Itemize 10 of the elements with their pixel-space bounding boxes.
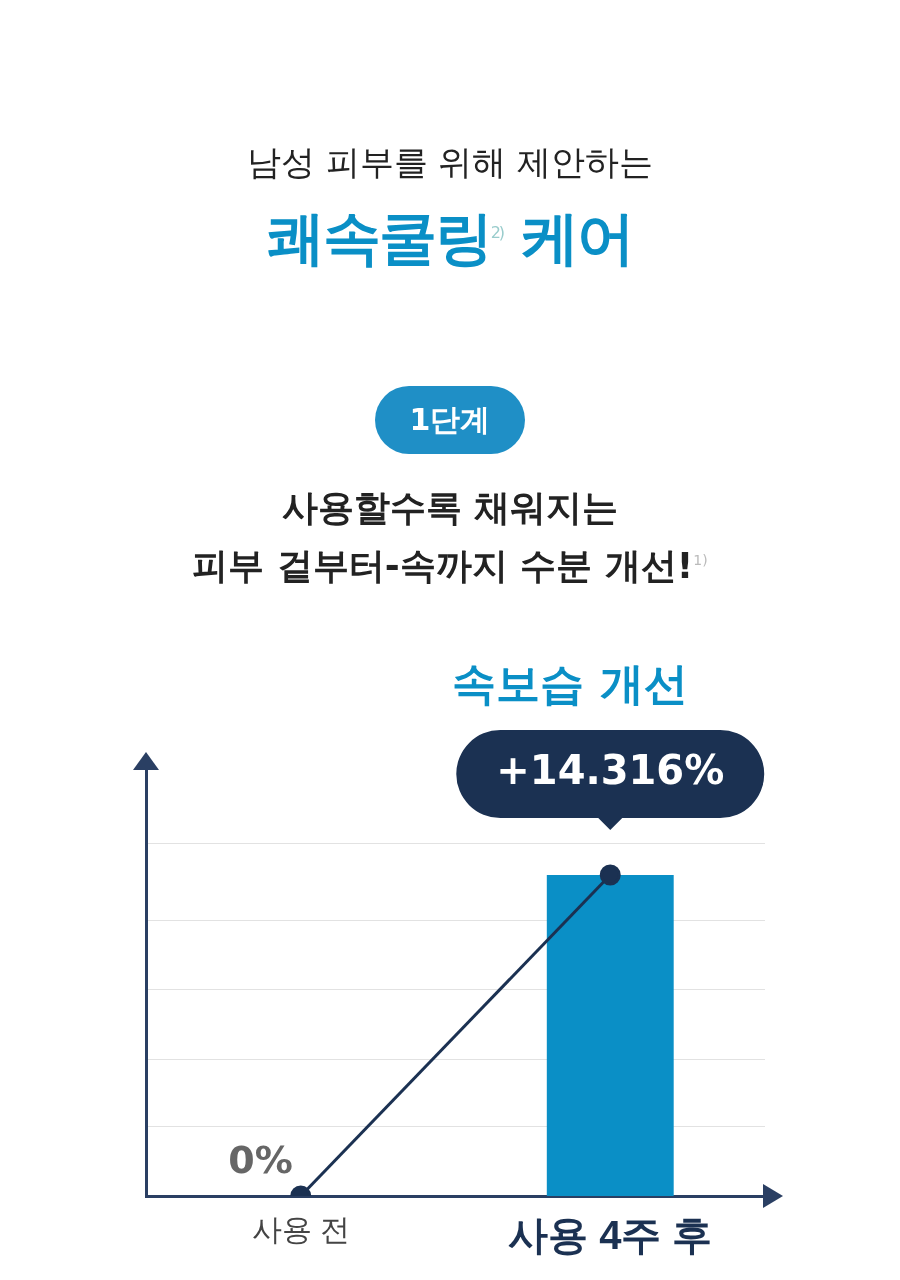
chart-subtitle: 남성 피부를 위해 제안하는 — [245, 141, 655, 184]
chart-title: 쾌속쿨링$^{2)}$ 케어 — [265, 203, 635, 274]
x-tick-label: 사용 전 — [251, 1213, 350, 1247]
text: 1단계 — [375, 386, 525, 454]
x-tick-label: 사용 4주 후 — [508, 1213, 713, 1258]
text: 피부 겉부터-속까지 수분 개선!$^{1)}$ — [191, 544, 709, 588]
data-label: +14.316% — [496, 747, 725, 794]
data-label: 0% — [228, 1137, 293, 1182]
text: 속보습 개선 — [451, 657, 689, 711]
text: 사용할수록 채워지는 — [280, 486, 620, 530]
